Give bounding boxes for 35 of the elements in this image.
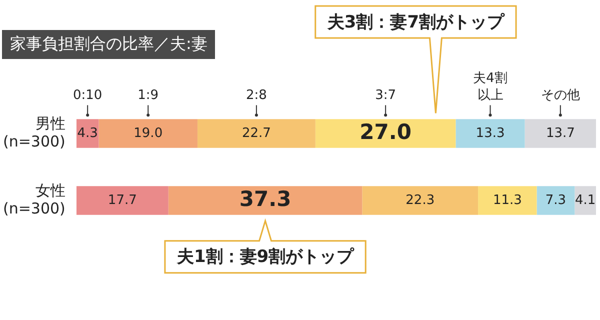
bar xyxy=(168,186,362,215)
y-tick-label: 女性(n=300) xyxy=(2,181,66,218)
series-label: その他 xyxy=(540,88,580,104)
series-label: 夫4割以上 xyxy=(473,71,508,104)
bar xyxy=(362,186,478,215)
chart-title: 家事負担割合の比率／夫:妻 xyxy=(2,30,216,59)
data-label: 22.3 xyxy=(406,192,435,208)
bar xyxy=(197,119,316,148)
series-label: 1:9 xyxy=(138,88,159,104)
data-label: 11.3 xyxy=(492,192,522,208)
bar xyxy=(98,119,198,148)
bar xyxy=(536,186,575,215)
data-label: 22.7 xyxy=(242,126,271,141)
bar xyxy=(524,119,596,148)
data-label: 19.0 xyxy=(134,126,163,141)
bar xyxy=(574,186,596,215)
bar xyxy=(76,119,99,148)
series-label: 0:10 xyxy=(72,88,102,104)
data-label: 27.0 xyxy=(360,120,412,144)
data-label: 4.1 xyxy=(575,192,596,208)
series-label: 3:7 xyxy=(375,88,396,104)
bar xyxy=(315,119,456,148)
bar xyxy=(76,186,168,215)
text: 夫1割：妻9割がトップ xyxy=(176,247,355,268)
data-label: 13.3 xyxy=(476,126,505,141)
data-label: 37.3 xyxy=(239,186,292,211)
data-label: 17.7 xyxy=(108,192,137,208)
text: 夫3割：妻7割がトップ xyxy=(326,12,506,32)
bar xyxy=(478,186,537,215)
series-label: 2:8 xyxy=(246,88,267,104)
bar xyxy=(456,119,525,148)
data-label: 4.3 xyxy=(77,126,98,141)
data-label: 7.3 xyxy=(545,192,566,208)
y-tick-label: 男性(n=300) xyxy=(2,114,66,150)
data-label: 13.7 xyxy=(546,126,575,141)
